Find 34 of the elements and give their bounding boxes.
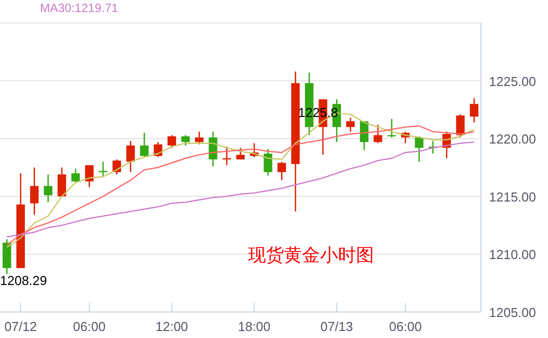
candlestick (195, 131, 204, 146)
x-tick-label: 06:00 (73, 319, 106, 334)
candlestick (181, 134, 190, 146)
y-tick-label: 1210.00 (489, 247, 536, 262)
candlestick (346, 117, 355, 132)
annotation: 1208.29 (0, 273, 47, 288)
candlestick (85, 164, 94, 188)
x-tick-label: 12:00 (156, 319, 188, 334)
candlestick (58, 166, 66, 198)
x-tick-label: 07/13 (320, 319, 353, 334)
candlestick (456, 114, 465, 138)
x-tick-label: 07/12 (4, 319, 37, 334)
candlestick (44, 174, 52, 203)
x-tick-label: 18:00 (238, 319, 271, 334)
candlestick (414, 136, 424, 162)
y-tick-label: 1215.00 (489, 189, 536, 204)
candlestick (470, 97, 478, 124)
candlestick (277, 161, 286, 181)
annotation: 1225.8 (298, 105, 338, 120)
candlestick (71, 168, 80, 184)
y-tick-label: 1225.00 (489, 74, 536, 89)
candlestick (236, 147, 245, 160)
y-tick-label: 1205.00 (489, 305, 536, 320)
candlestick (264, 148, 272, 176)
annotation: 现货黄金小时图 (248, 245, 374, 265)
candlestick (140, 132, 149, 158)
y-tick-label: 1220.00 (489, 132, 536, 147)
candlestick (30, 166, 39, 216)
x-tick-label: 06:00 (389, 319, 422, 334)
text: MA30:1219.71 (40, 1, 118, 15)
candlestick (126, 140, 135, 173)
candlestick (374, 124, 382, 144)
candlestick (168, 134, 176, 148)
candlestick (387, 118, 396, 138)
